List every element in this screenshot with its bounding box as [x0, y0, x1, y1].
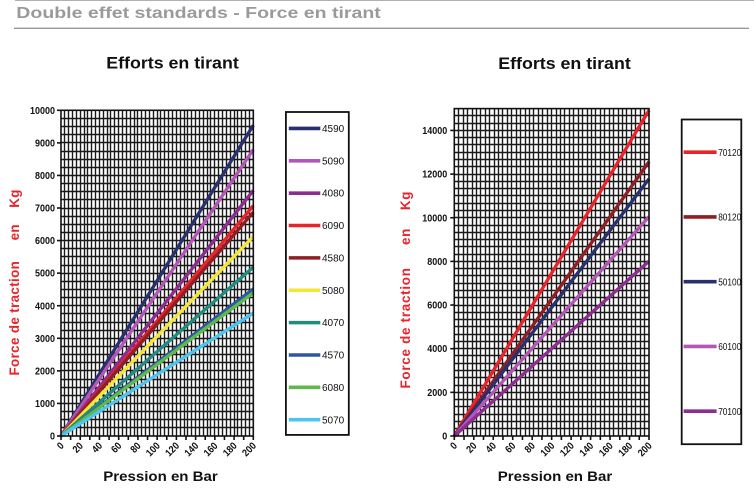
svg-text:4580: 4580: [322, 253, 345, 264]
svg-text:80120: 80120: [718, 213, 741, 224]
svg-text:4080: 4080: [322, 189, 345, 200]
svg-text:4000: 4000: [427, 344, 447, 355]
svg-text:Efforts en tirant: Efforts en tirant: [106, 55, 239, 73]
svg-text:60: 60: [503, 441, 518, 456]
svg-text:6080: 6080: [322, 383, 345, 394]
svg-text:120: 120: [164, 441, 183, 460]
svg-text:4070: 4070: [322, 318, 345, 329]
svg-text:0: 0: [442, 432, 447, 443]
svg-text:200: 200: [636, 441, 655, 460]
svg-text:5070: 5070: [322, 415, 345, 426]
svg-text:6000: 6000: [427, 301, 447, 312]
svg-text:Force de traction en Kg: Force de traction en Kg: [398, 192, 413, 389]
svg-text:Pression en Bar: Pression en Bar: [498, 469, 613, 485]
svg-text:20: 20: [71, 441, 86, 456]
svg-text:160: 160: [202, 441, 221, 460]
svg-text:Force de traction en Kg: Force de traction en Kg: [7, 190, 22, 376]
svg-text:8000: 8000: [427, 257, 447, 268]
svg-text:100: 100: [539, 441, 558, 460]
svg-text:100: 100: [144, 441, 163, 460]
svg-text:4000: 4000: [35, 301, 55, 312]
svg-text:2000: 2000: [35, 366, 55, 377]
svg-text:20: 20: [465, 441, 480, 456]
svg-text:1000: 1000: [35, 399, 55, 410]
svg-text:60100: 60100: [718, 342, 741, 353]
svg-text:70100: 70100: [718, 407, 741, 418]
svg-text:3000: 3000: [35, 334, 55, 345]
svg-text:5080: 5080: [322, 286, 345, 297]
svg-text:10000: 10000: [30, 106, 55, 117]
svg-text:0: 0: [449, 441, 461, 453]
svg-text:10000: 10000: [422, 213, 447, 224]
svg-text:80: 80: [523, 441, 538, 456]
svg-text:200: 200: [241, 441, 260, 460]
svg-text:0: 0: [55, 441, 67, 453]
svg-text:4570: 4570: [322, 351, 345, 362]
svg-text:8000: 8000: [35, 171, 55, 182]
svg-text:180: 180: [221, 441, 240, 460]
svg-text:7000: 7000: [35, 204, 55, 215]
svg-text:6090: 6090: [322, 221, 345, 232]
svg-text:Double effet standards - Force: Double effet standards - Force en tirant: [16, 5, 381, 22]
svg-text:Efforts en tirant: Efforts en tirant: [498, 55, 631, 73]
svg-text:80: 80: [129, 441, 144, 456]
svg-text:60: 60: [109, 441, 124, 456]
svg-text:40: 40: [90, 441, 105, 456]
svg-text:12000: 12000: [422, 170, 447, 181]
svg-text:70120: 70120: [718, 148, 741, 159]
svg-text:5090: 5090: [322, 156, 345, 167]
svg-text:2000: 2000: [427, 388, 447, 399]
svg-text:9000: 9000: [35, 138, 55, 149]
svg-text:140: 140: [578, 441, 597, 460]
svg-text:4590: 4590: [322, 124, 345, 135]
svg-text:Pression en Bar: Pression en Bar: [103, 469, 218, 485]
svg-text:180: 180: [617, 441, 636, 460]
svg-text:5000: 5000: [35, 269, 55, 280]
svg-text:14000: 14000: [422, 126, 447, 137]
svg-text:140: 140: [183, 441, 202, 460]
svg-text:0: 0: [50, 432, 55, 443]
svg-text:160: 160: [597, 441, 616, 460]
svg-text:6000: 6000: [35, 236, 55, 247]
svg-text:120: 120: [558, 441, 577, 460]
svg-text:50100: 50100: [718, 277, 741, 288]
svg-text:40: 40: [484, 441, 499, 456]
